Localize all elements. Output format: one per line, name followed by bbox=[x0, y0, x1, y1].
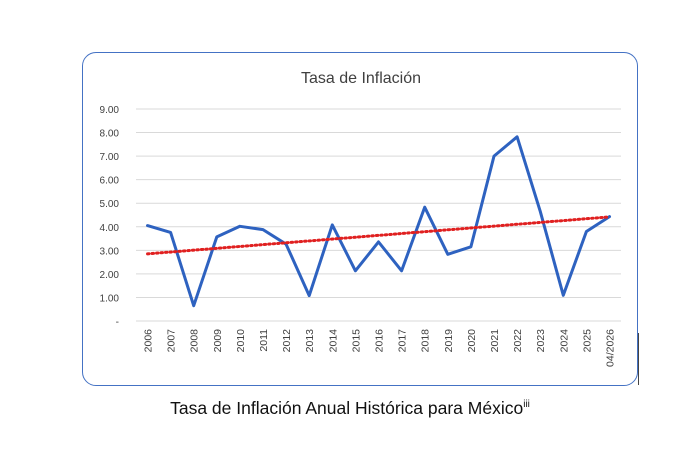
y-tick-label: 8.00 bbox=[100, 129, 120, 140]
x-tick-label: 2021 bbox=[489, 329, 501, 353]
x-tick-label: 2014 bbox=[327, 329, 339, 353]
y-tick-label: 3.00 bbox=[100, 246, 120, 257]
caption-text: Tasa de Inflación Anual Histórica para M… bbox=[170, 398, 524, 418]
line-chart: Tasa de Inflación - 1.00 2.00 3.00 4.00 5.00 6… bbox=[100, 70, 621, 367]
x-tick-label: 2022 bbox=[512, 329, 524, 353]
x-tick-label: 2009 bbox=[212, 329, 224, 353]
x-tick-label: 2016 bbox=[374, 329, 386, 353]
x-tick-label: 2010 bbox=[235, 329, 247, 353]
x-tick-label: 2019 bbox=[443, 329, 455, 353]
y-tick-label: 6.00 bbox=[100, 176, 120, 187]
x-tick-label: 04/2026 bbox=[604, 329, 616, 367]
x-tick-label: 2013 bbox=[304, 329, 316, 353]
chart-frame: Tasa de Inflación - 1.00 2.00 3.00 4.00 5.00 6… bbox=[82, 52, 638, 386]
x-tick-label: 2018 bbox=[420, 329, 432, 353]
x-tick-label: 2006 bbox=[143, 329, 155, 353]
y-tick-label: 9.00 bbox=[100, 105, 120, 116]
x-tick-label: 2025 bbox=[581, 329, 593, 353]
x-tick-label: 2024 bbox=[558, 329, 570, 353]
series-line bbox=[146, 135, 611, 308]
figure-caption: Tasa de Inflación Anual Histórica para M… bbox=[0, 398, 700, 419]
x-tick-label: 2008 bbox=[189, 329, 201, 353]
trendline-layer bbox=[146, 215, 611, 256]
x-tick-label: 2007 bbox=[166, 329, 178, 353]
caption-superscript: iii bbox=[523, 399, 530, 411]
gridlines bbox=[136, 108, 621, 322]
y-tick-label: 1.00 bbox=[100, 293, 120, 304]
x-tick-label: 2015 bbox=[350, 329, 362, 353]
x-axis-ticks: 2006 2007 2008 2009 2010 2011 2012 2013 2014 2015… bbox=[143, 329, 617, 367]
y-tick-label: - bbox=[116, 317, 119, 328]
divider-line bbox=[638, 333, 639, 385]
chart-title: Tasa de Inflación bbox=[301, 70, 421, 87]
x-tick-label: 2020 bbox=[466, 329, 478, 353]
y-tick-label: 5.00 bbox=[100, 199, 120, 210]
y-tick-label: 2.00 bbox=[100, 270, 120, 281]
x-tick-label: 2017 bbox=[397, 329, 409, 353]
y-tick-label: 7.00 bbox=[100, 152, 120, 163]
x-tick-label: 2023 bbox=[535, 329, 547, 353]
x-tick-label: 2012 bbox=[281, 329, 293, 353]
y-tick-label: 4.00 bbox=[100, 223, 120, 234]
x-tick-label: 2011 bbox=[258, 329, 270, 352]
y-axis-ticks: - 1.00 2.00 3.00 4.00 5.00 6.00 7.00 8.00 9.00 bbox=[100, 105, 120, 328]
series-layer bbox=[146, 135, 611, 308]
trendline bbox=[146, 215, 611, 256]
